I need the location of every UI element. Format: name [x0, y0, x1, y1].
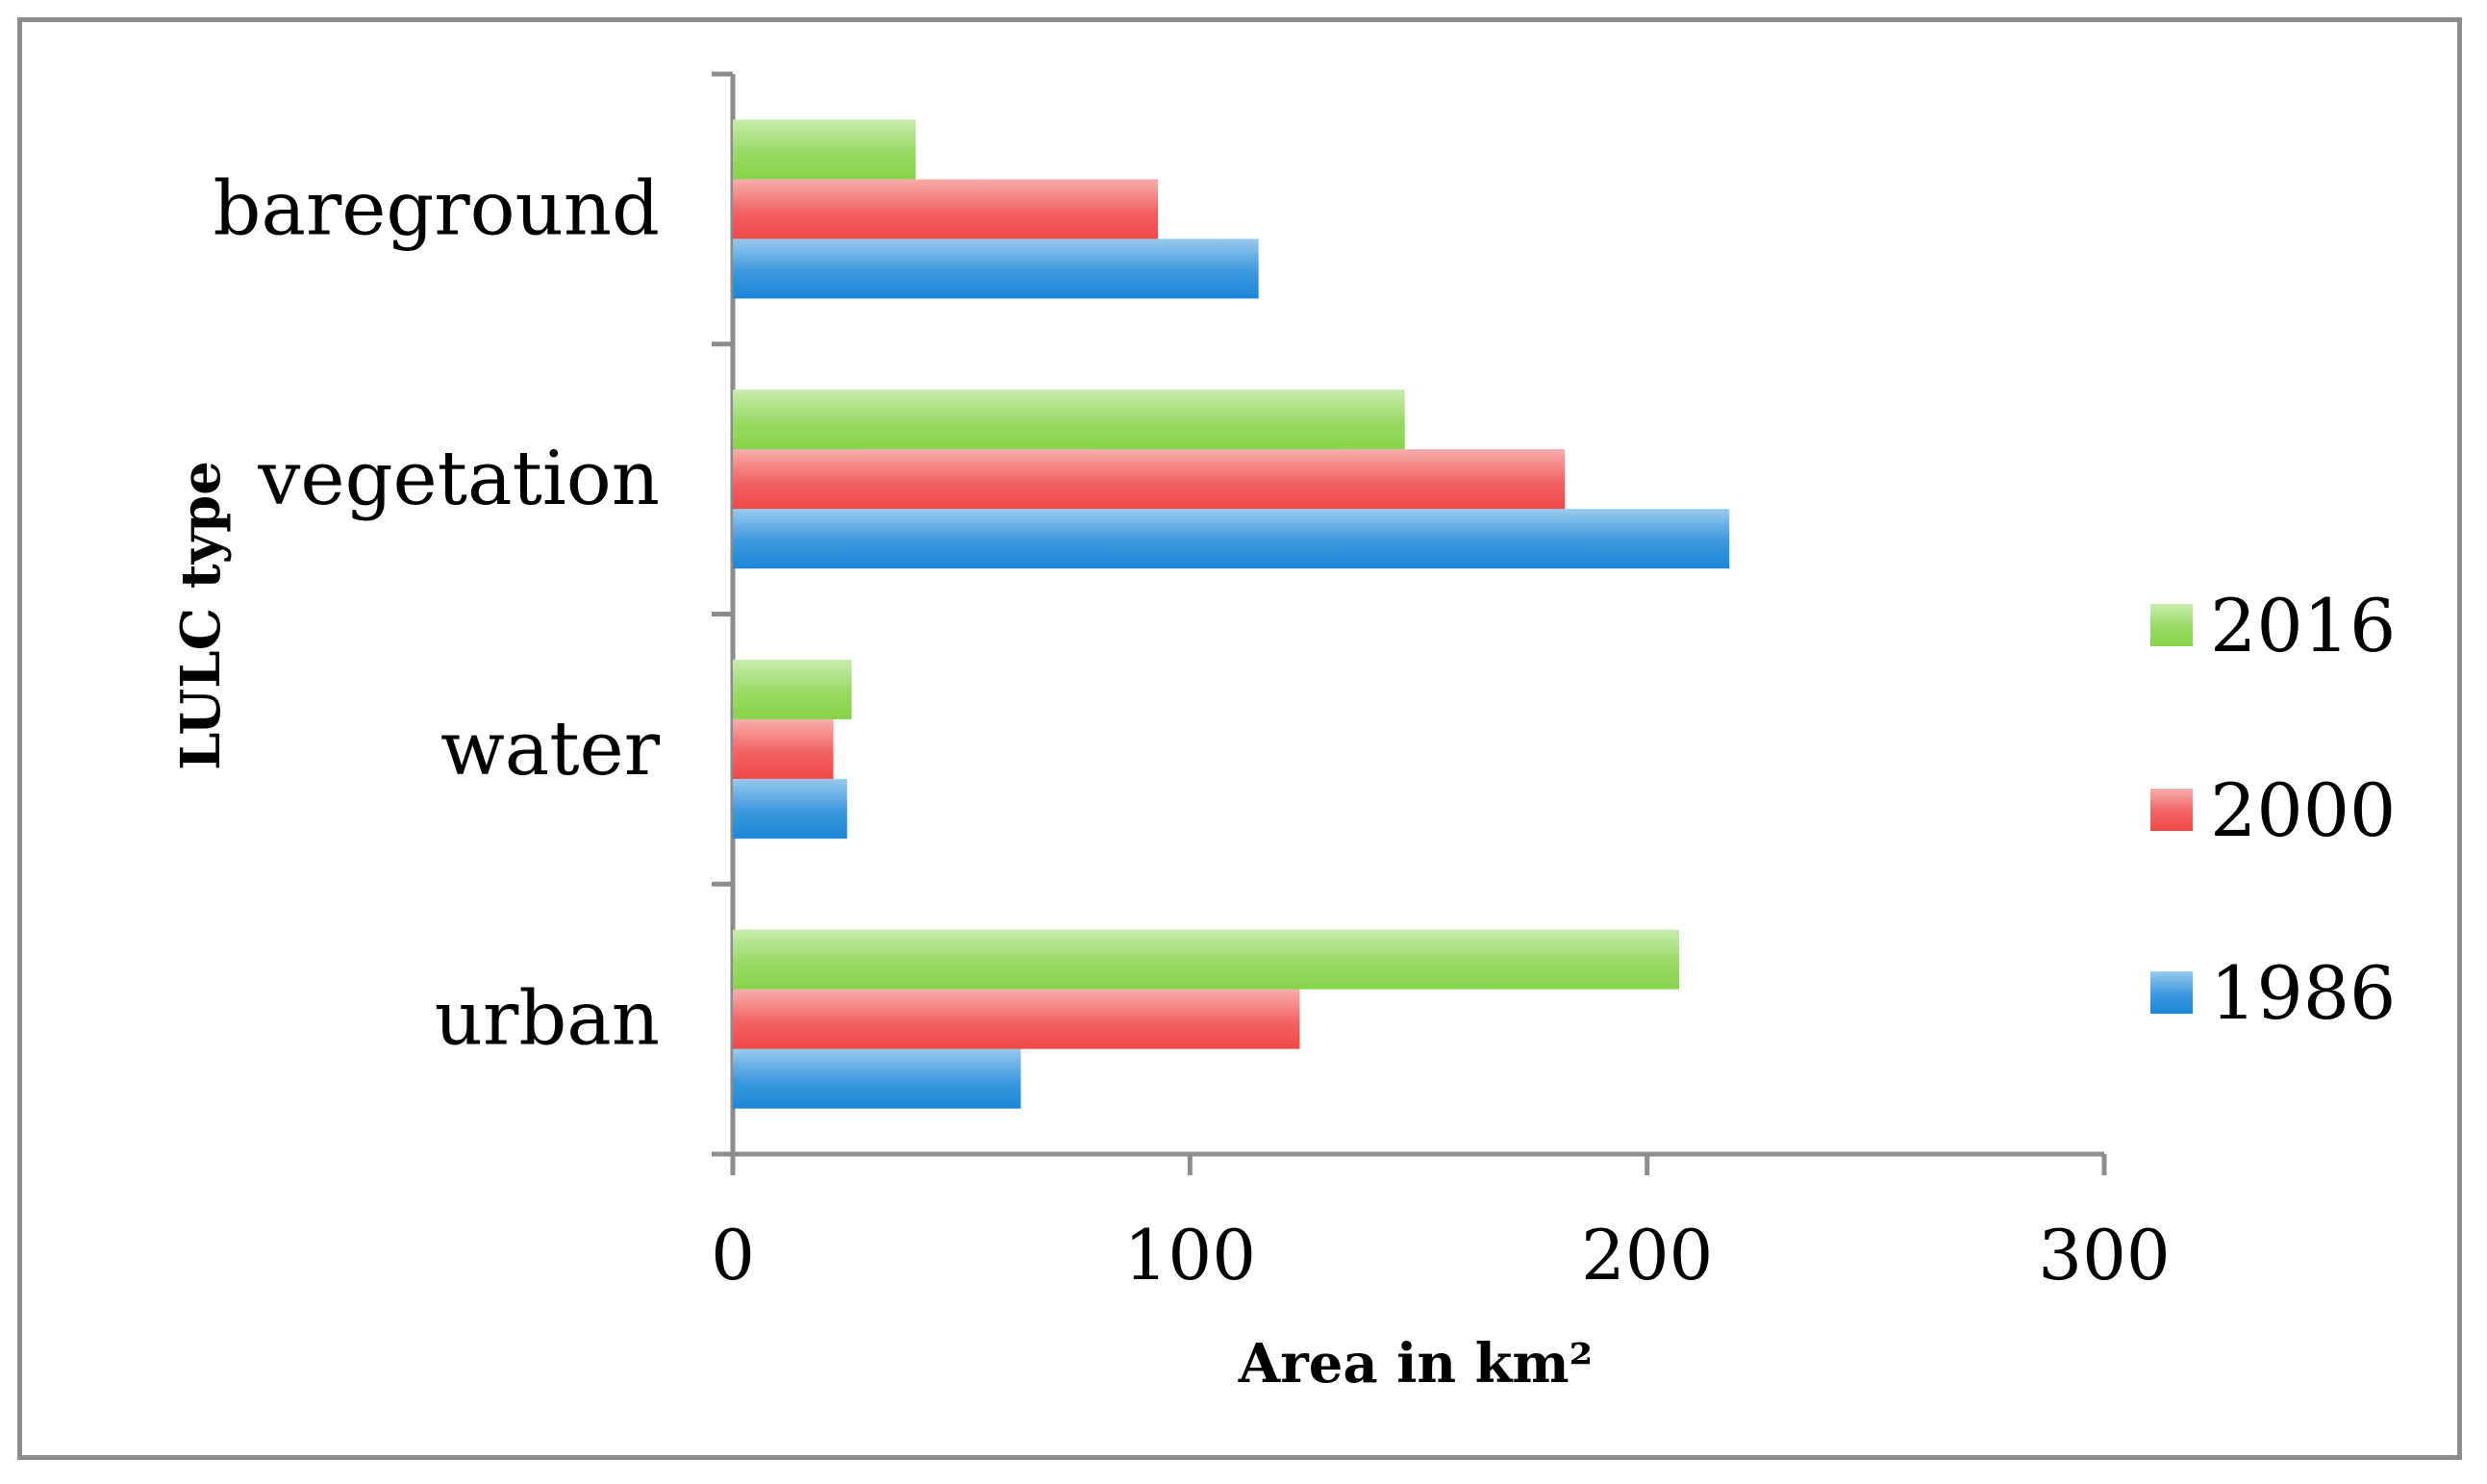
bar-vegetation-1986	[733, 509, 1730, 569]
bar-urban-2016	[733, 929, 1679, 990]
legend-label-2016: 2016	[2210, 583, 2396, 668]
x-tick-label: 200	[1581, 1215, 1713, 1295]
bar-water-2000	[733, 718, 834, 779]
x-axis-title: Area in km²	[1238, 1332, 1593, 1396]
legend-label-2000: 2000	[2210, 767, 2396, 853]
bar-bareground-2016	[733, 119, 917, 180]
bars-group	[733, 119, 1730, 1109]
category-label: water	[440, 706, 661, 792]
category-label: bareground	[214, 165, 660, 252]
bar-water-1986	[733, 778, 847, 839]
legend-swatch-1986	[2150, 971, 2193, 1014]
bar-urban-1986	[733, 1048, 1021, 1109]
bar-water-2016	[733, 659, 852, 719]
x-tick-label: 100	[1124, 1215, 1256, 1295]
x-tick-label: 0	[711, 1215, 755, 1295]
bar-vegetation-2000	[733, 449, 1566, 510]
legend-swatch-2016	[2150, 604, 2193, 646]
category-label: vegetation	[257, 436, 660, 522]
legend: 2016 2000 1986	[2150, 583, 2396, 1036]
bar-bareground-1986	[733, 239, 1259, 299]
legend-swatch-2000	[2150, 789, 2193, 831]
bar-bareground-2000	[733, 179, 1159, 239]
bar-vegetation-2016	[733, 390, 1405, 450]
legend-label-1986: 1986	[2210, 950, 2396, 1036]
bar-urban-2000	[733, 989, 1300, 1049]
x-tick-label: 300	[2038, 1215, 2170, 1295]
category-label: urban	[435, 976, 660, 1063]
y-axis-title: LULC type	[169, 461, 233, 770]
